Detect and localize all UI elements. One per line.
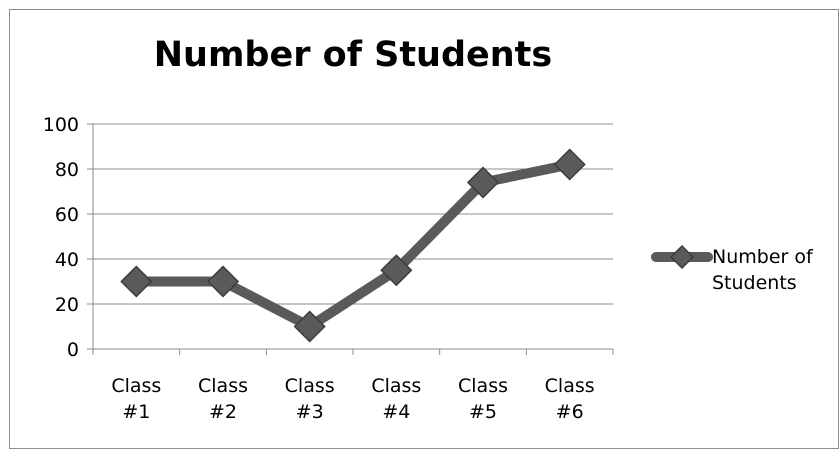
chart-frame — [9, 9, 839, 449]
y-tick-label: 80 — [55, 159, 79, 181]
data-point-marker — [553, 148, 586, 181]
chart-title: Number of Students — [153, 35, 553, 75]
y-tick-label: 0 — [67, 339, 79, 361]
tick-labels: 0 20 40 60 80 100 Class #1 Class #2 Class #3 Class #4… — [43, 114, 595, 423]
x-tick-label: Class #4 — [371, 375, 421, 423]
x-tick-label: Class #3 — [285, 375, 335, 423]
legend: Number of Students — [651, 244, 814, 294]
y-tick-label: 20 — [55, 294, 79, 316]
legend-marker — [669, 244, 695, 270]
data-point-marker — [466, 166, 500, 199]
x-tick-label: Class #2 — [198, 375, 248, 423]
legend-label: Number of Students — [712, 246, 814, 294]
axes — [87, 123, 614, 355]
data-point-marker — [293, 310, 326, 343]
y-tick-label: 40 — [55, 249, 79, 271]
series-line — [131, 159, 575, 332]
data-point-marker — [380, 254, 413, 287]
x-tick-label: Class #5 — [458, 375, 508, 423]
y-tick-label: 100 — [43, 114, 79, 136]
x-tick-label: Class #1 — [111, 375, 161, 423]
x-tick-label: Class #6 — [545, 375, 595, 423]
data-point-marker — [120, 265, 153, 298]
data-point-marker — [206, 265, 240, 298]
series-layer — [120, 148, 586, 343]
y-tick-label: 60 — [55, 204, 79, 226]
